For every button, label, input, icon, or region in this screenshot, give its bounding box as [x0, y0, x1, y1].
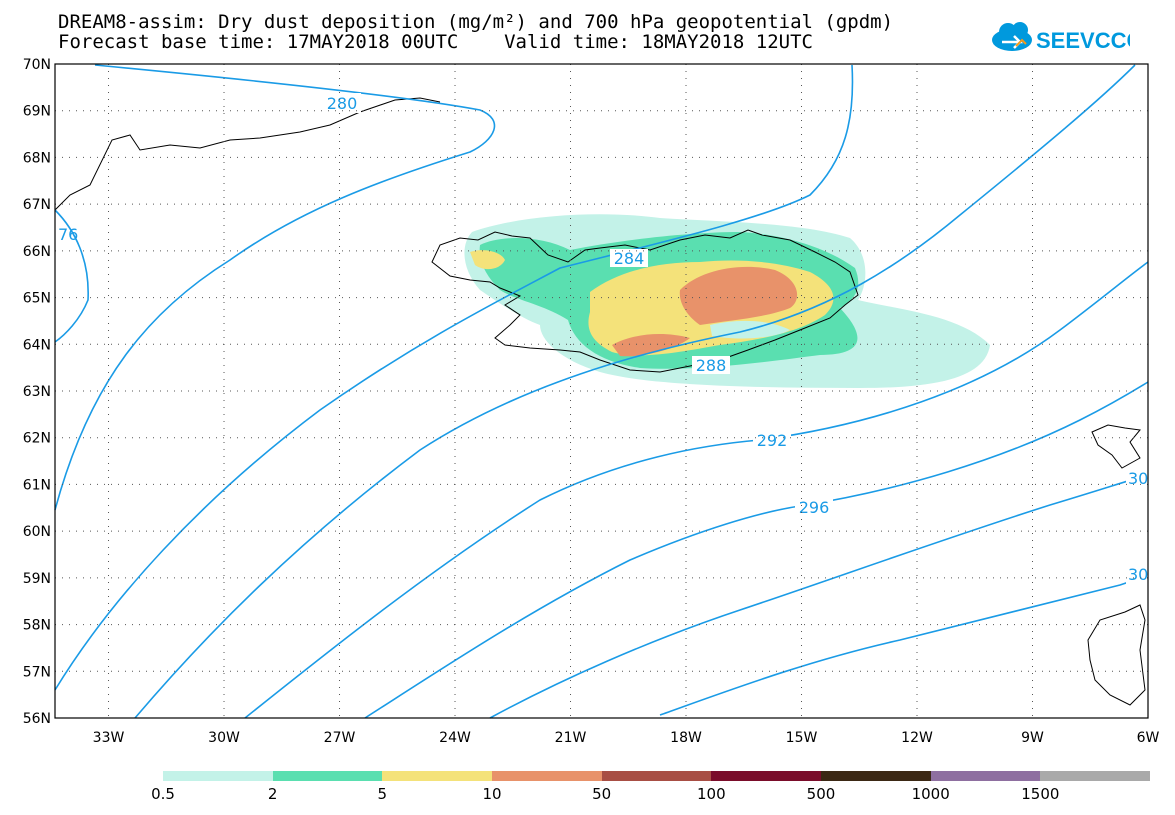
colorbar-segment	[930, 771, 1041, 781]
latitude-label: 69N	[23, 104, 51, 120]
faroe-coastline	[1091, 424, 1141, 469]
colorbar-segment	[272, 771, 383, 781]
latitude-label: 63N	[23, 384, 51, 400]
latitude-label: 61N	[23, 477, 51, 493]
latitude-label: 57N	[23, 664, 51, 680]
contour-line	[659, 574, 1149, 716]
contour-line	[364, 381, 1149, 719]
colorbar-label: 100	[697, 785, 726, 803]
colorbar-segment	[821, 771, 931, 781]
iceland-coastline	[431, 229, 859, 373]
contour-label: 288	[696, 356, 727, 375]
geopotential-contours	[54, 64, 1149, 719]
dust-deposition-field	[464, 214, 990, 388]
latitude-label: 60N	[23, 524, 51, 540]
contour-label: 296	[799, 498, 830, 517]
contour-line	[54, 64, 854, 691]
longitude-labels: 33W 30W 27W 24W 21W 18W 15W 12W 9W 6W	[93, 730, 1160, 746]
map-title-line2: Forecast base time: 17MAY2018 00UTC Vali…	[58, 31, 813, 53]
colorbar-label: 0.5	[151, 785, 175, 803]
logo-text: SEEVCCC	[1036, 28, 1130, 53]
contour-line	[134, 64, 1136, 719]
colorbar-label: 10	[482, 785, 502, 803]
map-plot: 280 76 284 288 292 296 30 30 70N 69N 68N 67…	[23, 57, 1160, 746]
contour-label: 280	[327, 94, 358, 113]
latitude-label: 70N	[23, 57, 51, 73]
dust-area-high	[612, 266, 798, 357]
greenland-coastline	[54, 97, 441, 211]
contour-label: 30	[1128, 565, 1148, 584]
latitude-label: 67N	[23, 197, 51, 213]
map-title-line1: DREAM8-assim: Dry dust deposition (mg/m²…	[58, 11, 894, 33]
latitude-labels: 70N 69N 68N 67N 66N 65N 64N 63N 62N 61N 60N 59N 58N 5…	[23, 57, 51, 727]
cloud-icon	[992, 22, 1032, 51]
colorbar-label: 1000	[911, 785, 950, 803]
longitude-label: 24W	[439, 730, 471, 746]
map-frame	[54, 63, 1149, 719]
latitude-label: 66N	[23, 244, 51, 260]
contour-label: 284	[614, 249, 645, 268]
latitude-label: 65N	[23, 291, 51, 307]
colorbar-segment	[382, 771, 492, 781]
colorbar-segment	[163, 771, 273, 781]
contour-line	[489, 474, 1149, 719]
colorbar-label: 5	[377, 785, 388, 803]
colorbar-label: 500	[806, 785, 836, 803]
longitude-label: 27W	[324, 730, 356, 746]
latitude-label: 68N	[23, 150, 51, 166]
contour-line	[54, 64, 496, 511]
latitude-label: 64N	[23, 337, 51, 353]
colorbar-segment	[711, 771, 821, 781]
colorbar-segment	[1040, 771, 1150, 781]
longitude-label: 21W	[555, 730, 587, 746]
scotland-coastline	[1087, 604, 1146, 706]
contour-line	[54, 209, 89, 343]
latitude-label: 56N	[23, 711, 51, 727]
longitude-label: 12W	[901, 730, 933, 746]
longitude-label: 9W	[1021, 730, 1044, 746]
colorbar-segment	[601, 771, 712, 781]
colorbar-label: 1500	[1021, 785, 1060, 803]
colorbar-segment	[492, 771, 602, 781]
colorbar-label: 2	[267, 785, 278, 803]
latitude-label: 59N	[23, 571, 51, 587]
longitude-label: 6W	[1137, 730, 1160, 746]
longitude-label: 15W	[786, 730, 818, 746]
latitude-label: 62N	[23, 431, 51, 447]
seevccc-logo: SEEVCCC	[992, 22, 1130, 53]
longitude-label: 30W	[208, 730, 240, 746]
contour-label: 30	[1128, 469, 1148, 488]
colorbar-label: 50	[592, 785, 612, 803]
longitude-label: 33W	[93, 730, 125, 746]
contour-label: 292	[757, 431, 788, 450]
contour-label: 76	[58, 225, 78, 244]
longitude-label: 18W	[670, 730, 702, 746]
latitude-label: 58N	[23, 618, 51, 634]
contour-line	[244, 261, 1149, 719]
map-gridlines	[55, 64, 1148, 718]
contour-labels: 280 76 284 288 292 296 30 30	[58, 93, 1148, 584]
